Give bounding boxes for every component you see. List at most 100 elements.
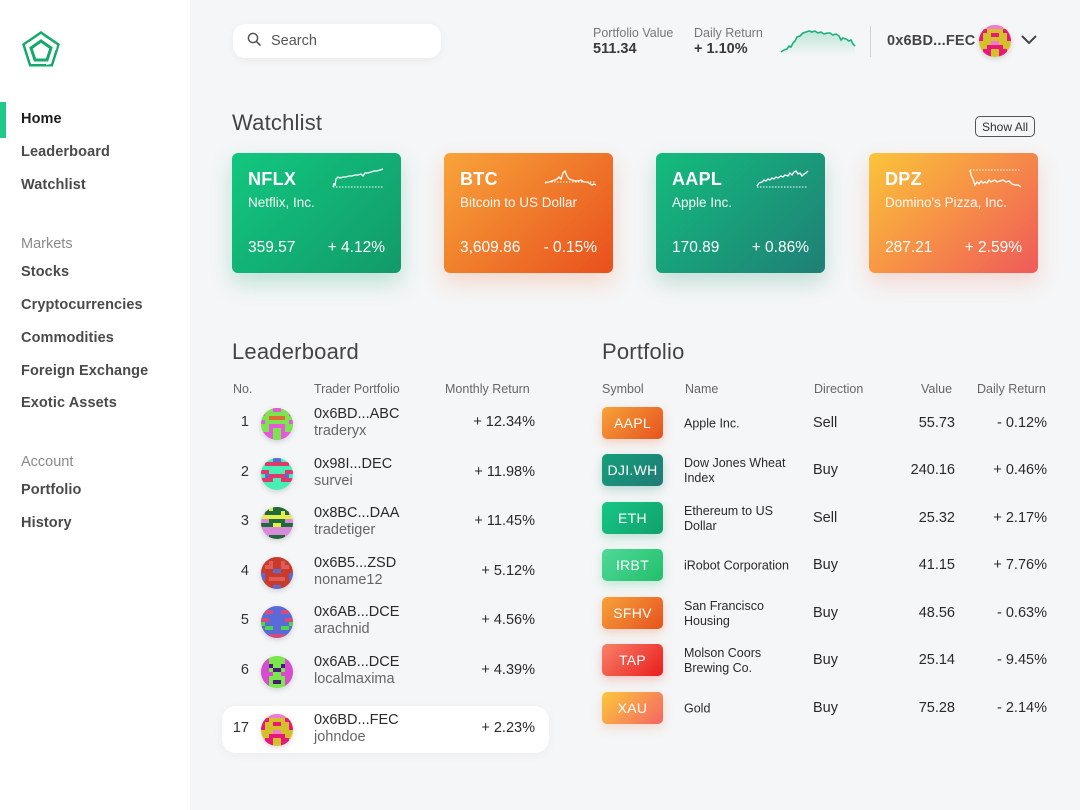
sidebar-item-watchlist[interactable]: Watchlist [21,177,86,193]
daily-return-stat: Daily Return + 1.10% [694,26,763,57]
card-sparkline [756,170,809,188]
portfolio-row[interactable]: DJI.WH Dow Jones Wheat Index Buy 240.16 … [602,454,1048,488]
trader-username: tradetiger [314,522,376,538]
symbol-badge[interactable]: ETH [602,502,663,534]
card-price: 170.89 [672,239,720,256]
sidebar-section-account: Account [21,454,74,470]
leaderboard-row[interactable]: 3 0x8BC...DAA tradetiger + 11.45% [222,499,549,546]
symbol-badge[interactable]: SFHV [602,597,663,629]
rank: 17 [232,720,249,736]
card-change: - 0.15% [543,239,597,256]
symbol-badge[interactable]: AAPL [602,407,663,439]
portfolio-col-name: Name [685,382,719,396]
monthly-return: + 11.98% [474,464,535,480]
daily-return: - 0.63% [997,605,1047,621]
value: 75.28 [918,700,955,716]
trader-username: survei [314,473,353,489]
portfolio-row[interactable]: TAP Molson Coors Brewing Co. Buy 25.14 -… [602,644,1048,678]
card-symbol: NFLX [248,169,297,189]
watchlist-card-dpz[interactable]: DPZ Domino's Pizza, Inc. 287.21 + 2.59% [869,153,1038,273]
daily-return-sparkline [780,30,856,56]
symbol-badge[interactable]: DJI.WH [602,454,663,486]
value: 41.15 [918,557,955,573]
search-input[interactable] [271,33,421,49]
daily-return-label: Daily Return [694,26,763,40]
value: 55.73 [918,415,955,431]
rank: 2 [240,464,249,480]
card-price: 3,609.86 [460,239,521,256]
sidebar-item-cryptocurrencies[interactable]: Cryptocurrencies [21,297,143,313]
watchlist-card-nflx[interactable]: NFLX Netflix, Inc. 359.57 + 4.12% [232,153,401,273]
trader-avatar [261,656,293,688]
direction: Buy [813,700,838,716]
sidebar-item-stocks[interactable]: Stocks [21,264,70,280]
direction: Buy [813,652,838,668]
card-sparkline [544,169,597,186]
sidebar-item-home[interactable]: Home [21,111,62,127]
trader-username: localmaxima [314,671,395,687]
daily-return: - 9.45% [997,652,1047,668]
leaderboard-row[interactable]: 1 0x6BD...ABC traderyx + 12.34% [222,400,549,447]
wallet-address[interactable]: 0x6BD...FEC [887,33,976,49]
symbol-badge[interactable]: IRBT [602,549,663,581]
portfolio-row[interactable]: IRBT iRobot Corporation Buy 41.15 + 7.76… [602,549,1048,583]
chevron-down-icon[interactable] [1020,32,1038,48]
symbol-badge[interactable]: TAP [602,644,663,676]
trader-username: traderyx [314,423,367,439]
trader-address: 0x98I...DEC [314,456,393,472]
rank: 6 [240,662,249,678]
portfolio-title: Portfolio [602,339,685,364]
leaderboard-row[interactable]: 5 0x6AB...DCE arachnid + 4.56% [222,598,549,645]
trader-username: johndoe [314,729,366,745]
watchlist-card-btc[interactable]: BTC Bitcoin to US Dollar 3,609.86 - 0.15… [444,153,613,273]
daily-return: + 7.76% [993,557,1047,573]
sidebar-item-exotic-assets[interactable]: Exotic Assets [21,395,117,411]
leaderboard-title: Leaderboard [232,339,359,364]
trader-address: 0x6BD...FEC [314,712,399,728]
leaderboard-row[interactable]: 4 0x6B5...ZSD noname12 + 5.12% [222,549,549,596]
sidebar-item-portfolio[interactable]: Portfolio [21,482,82,498]
sidebar-item-commodities[interactable]: Commodities [21,330,114,346]
portfolio-value-label: Portfolio Value [593,26,674,40]
portfolio-row[interactable]: SFHV San Francisco Housing Buy 48.56 - 0… [602,597,1048,631]
rank: 4 [240,563,249,579]
card-price: 287.21 [885,239,933,256]
logo-icon[interactable] [20,30,62,72]
direction: Buy [813,462,838,478]
sidebar-section-markets: Markets [21,236,73,252]
user-avatar[interactable] [979,25,1011,57]
portfolio-col-direction: Direction [814,382,864,396]
card-name: Bitcoin to US Dollar [460,195,578,210]
sidebar-item-leaderboard[interactable]: Leaderboard [21,144,110,160]
asset-name: Ethereum to US Dollar [684,504,773,533]
portfolio-row[interactable]: XAU Gold Buy 75.28 - 2.14% [602,692,1048,726]
trader-avatar [261,458,293,490]
card-change: + 0.86% [751,239,809,256]
daily-return: - 2.14% [997,700,1047,716]
leaderboard-row-current-user[interactable]: 17 0x6BD...FEC johndoe + 2.23% [222,706,549,753]
portfolio-row[interactable]: AAPL Apple Inc. Sell 55.73 - 0.12% [602,407,1048,441]
sidebar-item-history[interactable]: History [21,515,72,531]
daily-return-value: + 1.10% [694,41,748,57]
show-all-button[interactable]: Show All [975,116,1036,137]
portfolio-row[interactable]: ETH Ethereum to US Dollar Sell 25.32 + 2… [602,502,1048,536]
asset-name: Dow Jones Wheat Index [684,456,786,485]
trader-address: 0x6B5...ZSD [314,555,397,571]
card-name: Apple Inc. [672,195,733,210]
trader-avatar [261,606,293,638]
leaderboard-col-no: No. [233,382,253,396]
leaderboard-row[interactable]: 2 0x98I...DEC survei + 11.98% [222,450,549,497]
card-price: 359.57 [248,239,296,256]
rank: 1 [240,414,249,430]
search-box[interactable] [233,24,441,58]
asset-name: Molson Coors Brewing Co. [684,646,762,675]
symbol-badge[interactable]: XAU [602,692,663,724]
portfolio-col-symbol: Symbol [602,382,644,396]
monthly-return: + 2.23% [481,720,535,736]
sidebar-item-foreign-exchange[interactable]: Foreign Exchange [21,363,149,379]
value: 48.56 [918,605,955,621]
watchlist-card-aapl[interactable]: AAPL Apple Inc. 170.89 + 0.86% [656,153,825,273]
trader-username: arachnid [314,621,370,637]
leaderboard-row[interactable]: 6 0x6AB...DCE localmaxima + 4.39% [222,648,549,695]
trader-avatar [261,714,293,746]
